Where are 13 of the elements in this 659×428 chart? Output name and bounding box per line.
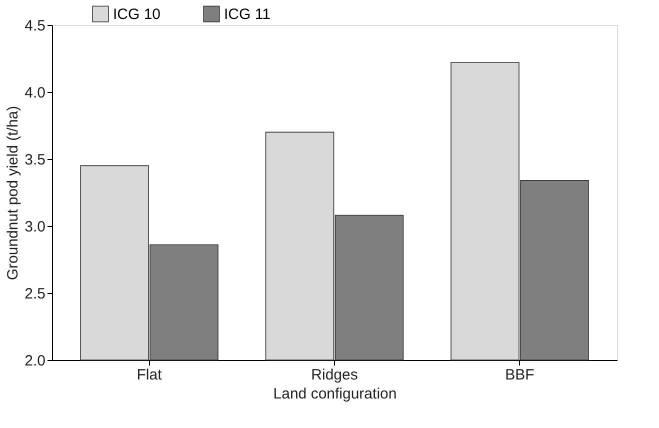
y-tick-label: 2.0 (24, 352, 46, 370)
legend-label: ICG 10 (113, 6, 161, 23)
legend-label: ICG 11 (224, 6, 270, 23)
y-tick-label: 3.0 (24, 218, 46, 236)
y-tick-label: 4.5 (24, 18, 46, 34)
x-tick-label: BBF (505, 366, 534, 384)
y-tick-label: 2.5 (24, 286, 46, 302)
x-tick-label: Flat (136, 366, 163, 384)
y-axis-title: Groundnut pod yield (t/ha) (4, 106, 22, 280)
y-tick-label: 4.0 (24, 84, 46, 102)
x-tick-label: Ridges (311, 366, 358, 384)
y-tick-label: 3.5 (24, 152, 46, 168)
x-axis-title: Land configuration (273, 386, 397, 402)
